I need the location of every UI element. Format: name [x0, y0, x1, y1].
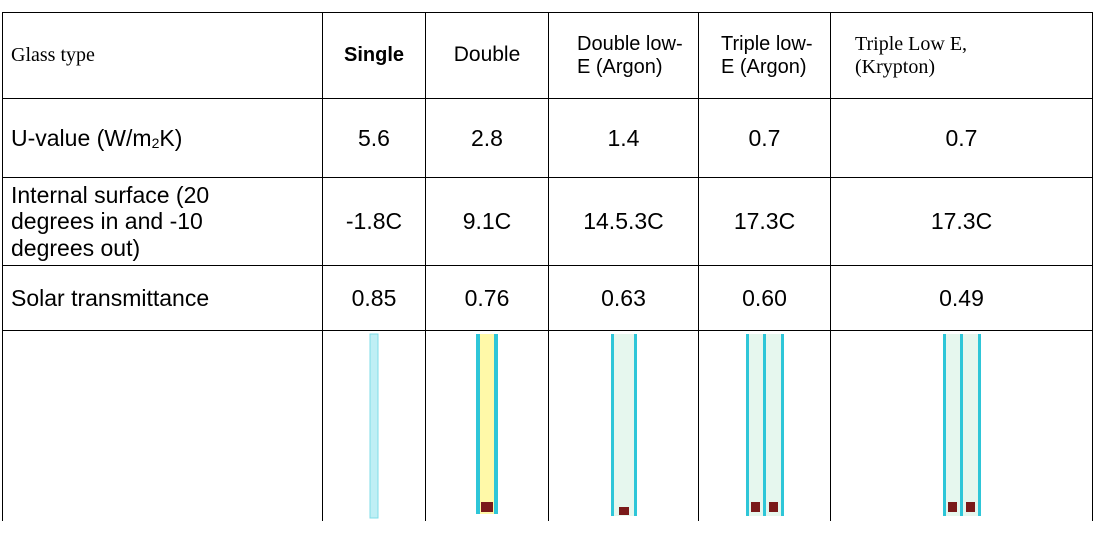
header-cell: Triple low-E (Argon) — [698, 12, 831, 99]
header-row: Glass type Single Double Double low-E (A… — [2, 12, 1093, 99]
cell: 0.85 — [322, 265, 426, 331]
row-label: Solar transmittance — [2, 265, 323, 331]
cell: 5.6 — [322, 98, 426, 178]
cell: 0.7 — [698, 98, 831, 178]
row: Solar transmittance 0.85 0.76 0.63 0.60 … — [2, 265, 1093, 331]
row: Internal surface (20 degrees in and -10 … — [2, 177, 1093, 266]
cell: 14.5.3C — [548, 177, 699, 266]
triple-lowe-icon — [745, 333, 784, 516]
header-cell: Triple Low E, (Krypton) — [830, 12, 1093, 99]
icon-cell — [322, 330, 426, 521]
empty-cell — [2, 330, 323, 521]
icon-cell — [425, 330, 549, 521]
header-cell: Glass type — [2, 12, 323, 99]
cell: 0.60 — [698, 265, 831, 331]
label-text: U-value (W/m — [11, 124, 152, 151]
double-glass-icon — [476, 333, 498, 514]
cell: 0.49 — [830, 265, 1093, 331]
double-lowe-icon — [610, 333, 637, 516]
row-label: U-value (W/m2K) — [2, 98, 323, 178]
cell: 2.8 — [425, 98, 549, 178]
row-label: Internal surface (20 degrees in and -10 … — [2, 177, 323, 266]
cell: 0.76 — [425, 265, 549, 331]
cell: 17.3C — [830, 177, 1093, 266]
row: U-value (W/m2K) 5.6 2.8 1.4 0.7 0.7 — [2, 98, 1093, 178]
cell: 9.1C — [425, 177, 549, 266]
label-text: K) — [159, 124, 183, 151]
cell: -1.8C — [322, 177, 426, 266]
glass-table: Glass type Single Double Double low-E (A… — [2, 12, 1093, 521]
icon-row — [2, 330, 1093, 521]
icon-cell — [698, 330, 831, 521]
header-cell: Double — [425, 12, 549, 99]
cell: 1.4 — [548, 98, 699, 178]
header-cell: Single — [322, 12, 426, 99]
cell: 17.3C — [698, 177, 831, 266]
header-cell: Double low-E (Argon) — [548, 12, 699, 99]
icon-cell — [830, 330, 1093, 521]
label-subscript: 2 — [151, 134, 160, 151]
cell: 0.63 — [548, 265, 699, 331]
triple-krypton-icon — [942, 333, 981, 516]
cell: 0.7 — [830, 98, 1093, 178]
single-glass-icon — [369, 333, 379, 519]
icon-cell — [548, 330, 699, 521]
